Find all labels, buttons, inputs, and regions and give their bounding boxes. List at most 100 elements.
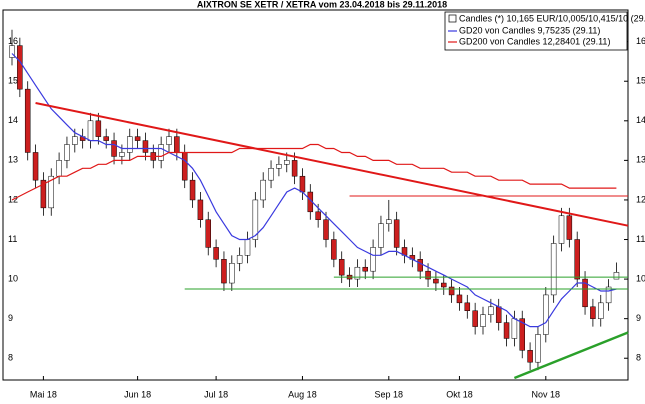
candle-body bbox=[40, 179, 47, 209]
candle-body bbox=[441, 282, 447, 288]
x-tick-label: Jun 18 bbox=[124, 389, 151, 399]
legend-label: Candles (*) 10,165 EUR/10,005/10,415/10 … bbox=[459, 13, 645, 23]
candle-body bbox=[315, 211, 321, 220]
candle-body bbox=[72, 136, 78, 145]
candle-body bbox=[433, 278, 439, 284]
legend-label: GD200 von Candles 12,28401 (29.11) bbox=[459, 36, 610, 46]
candle-body bbox=[550, 243, 557, 296]
candle-body bbox=[181, 152, 188, 181]
candle-body bbox=[393, 219, 400, 248]
candle-body bbox=[119, 152, 125, 157]
candle-body bbox=[103, 136, 109, 141]
candle-body bbox=[221, 259, 227, 284]
y-tick-label: 13 bbox=[8, 155, 18, 165]
legend-swatch bbox=[448, 14, 457, 23]
x-tick-label: Mai 18 bbox=[30, 389, 57, 399]
y-tick-label-right: 10 bbox=[636, 273, 645, 283]
legend-box bbox=[444, 11, 628, 51]
trendline bbox=[513, 331, 629, 380]
y-tick-label-right: 15 bbox=[636, 76, 645, 86]
candle-body bbox=[378, 223, 384, 248]
candle-body bbox=[323, 219, 329, 240]
candle-body bbox=[511, 318, 518, 339]
candle-body bbox=[95, 120, 102, 137]
candle-body bbox=[48, 175, 54, 209]
x-tick-label: Nov 18 bbox=[532, 389, 561, 399]
legend-label: GD20 von Candles 9,75235 (29.11) bbox=[459, 25, 600, 35]
candle-body bbox=[134, 136, 141, 141]
candle-body bbox=[229, 263, 235, 284]
candle-body bbox=[252, 199, 259, 240]
y-tick-label-right: 16 bbox=[636, 36, 645, 46]
moving-average-line bbox=[11, 53, 617, 328]
candle-body bbox=[142, 140, 149, 153]
y-tick-label: 10 bbox=[8, 273, 18, 283]
candle-body bbox=[386, 219, 392, 224]
y-tick-label: 11 bbox=[8, 234, 17, 244]
candle-body bbox=[32, 152, 39, 181]
candle-body bbox=[503, 322, 510, 339]
candle-body bbox=[205, 219, 211, 248]
y-tick-label-right: 8 bbox=[636, 353, 641, 363]
moving-average-line bbox=[11, 143, 617, 201]
candle-body bbox=[197, 199, 204, 220]
candle-body bbox=[87, 120, 94, 141]
candle-body bbox=[613, 272, 620, 280]
candle-body bbox=[464, 302, 471, 311]
candle-body bbox=[338, 259, 345, 276]
candle-body bbox=[56, 160, 62, 177]
candle-body bbox=[362, 266, 368, 272]
candle-body bbox=[417, 259, 423, 272]
candle-body bbox=[189, 179, 196, 201]
candle-body bbox=[111, 140, 117, 157]
legend: Candles (*) 10,165 EUR/10,005/10,415/10 … bbox=[444, 11, 645, 51]
candle-body bbox=[566, 215, 573, 240]
y-tick-label-right: 9 bbox=[636, 313, 641, 323]
candle-body bbox=[268, 168, 274, 181]
x-tick-label: Okt 18 bbox=[446, 389, 473, 399]
candle-body bbox=[543, 294, 549, 335]
candle-body bbox=[284, 160, 290, 165]
candle-body bbox=[425, 270, 431, 280]
candle-body bbox=[495, 306, 502, 323]
candle-body bbox=[527, 350, 533, 363]
candle-body bbox=[260, 179, 266, 201]
candle-body bbox=[291, 160, 298, 177]
candle-body bbox=[448, 286, 455, 296]
candle-body bbox=[488, 306, 494, 315]
candle-body bbox=[519, 318, 525, 351]
candle-body bbox=[605, 286, 612, 304]
candle-body bbox=[574, 239, 580, 280]
candle-body bbox=[24, 88, 31, 153]
candle-body bbox=[64, 144, 70, 161]
y-tick-label-right: 11 bbox=[636, 234, 645, 244]
y-tick-label: 15 bbox=[8, 76, 18, 86]
candle-body bbox=[213, 247, 219, 260]
candle-body bbox=[127, 136, 133, 153]
x-tick-label: Jul 18 bbox=[204, 389, 228, 399]
candle-body bbox=[158, 144, 164, 161]
candle-body bbox=[166, 136, 172, 145]
candle-body bbox=[276, 164, 282, 169]
y-tick-label: 8 bbox=[8, 353, 13, 363]
candle-body bbox=[354, 266, 361, 280]
candle-body bbox=[480, 314, 486, 327]
y-tick-label: 14 bbox=[8, 115, 18, 125]
y-tick-label-right: 14 bbox=[636, 115, 645, 125]
plot-frame bbox=[2, 9, 629, 381]
trendline bbox=[35, 102, 629, 227]
candle-body bbox=[299, 175, 306, 193]
candle-body bbox=[331, 239, 337, 260]
candle-body bbox=[236, 255, 243, 264]
candle-body bbox=[244, 239, 251, 256]
x-tick-label: Aug 18 bbox=[288, 389, 317, 399]
chart-title: AIXTRON SE XETR / XETRA vom 23.04.2018 b… bbox=[197, 0, 447, 9]
candle-body bbox=[9, 45, 15, 58]
y-tick-label: 16 bbox=[8, 36, 18, 46]
candle-body bbox=[174, 136, 180, 153]
candle-body bbox=[472, 310, 478, 327]
candle-body bbox=[17, 45, 23, 90]
candle-body bbox=[370, 247, 376, 272]
y-tick-label-right: 13 bbox=[636, 155, 645, 165]
